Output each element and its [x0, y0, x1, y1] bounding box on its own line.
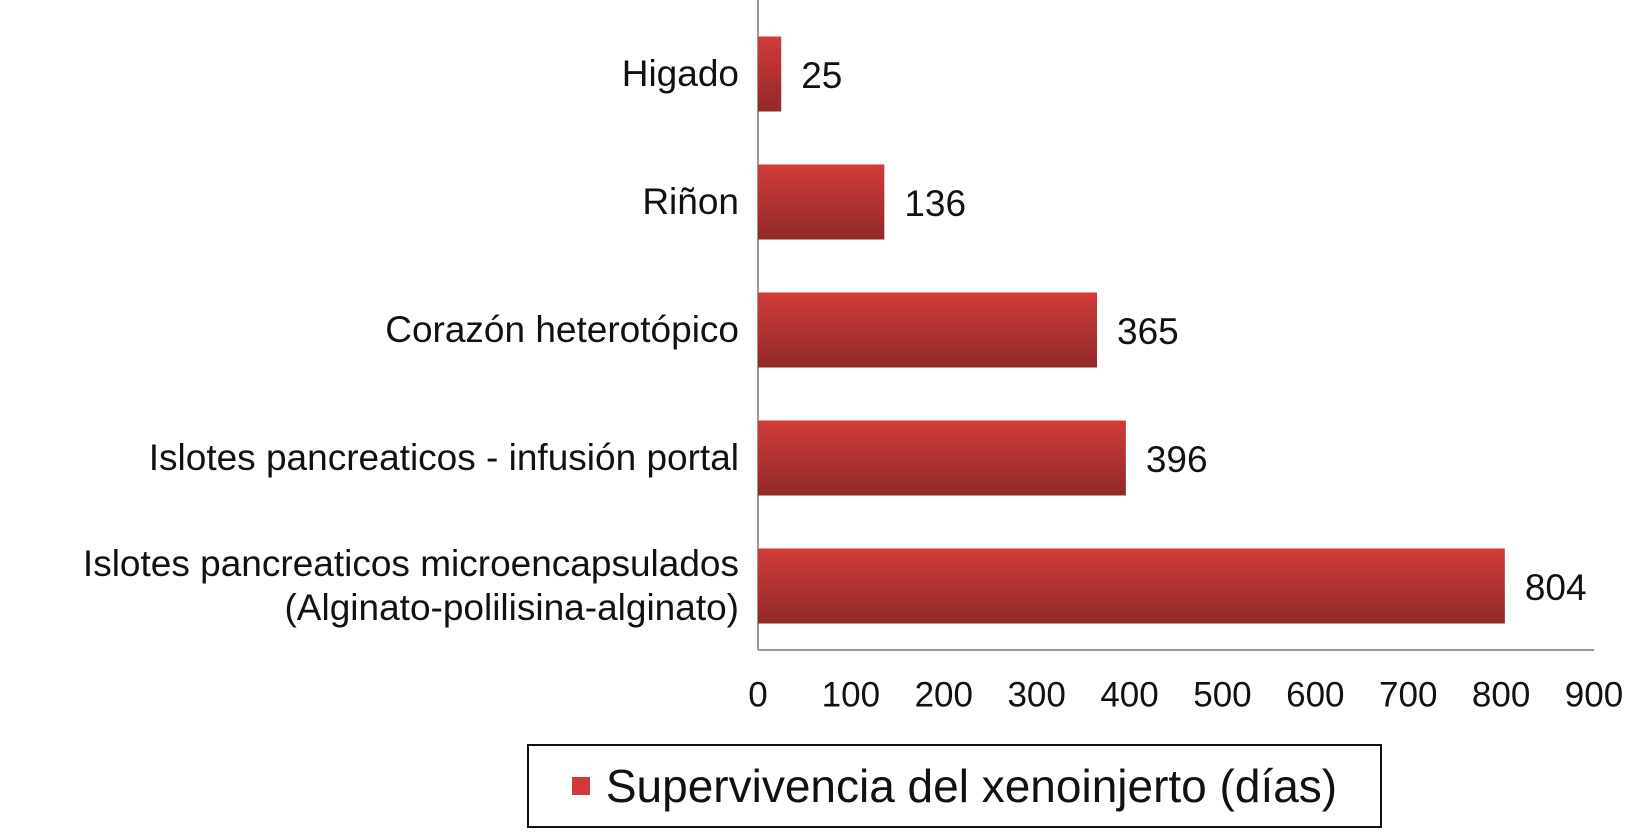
x-tick-label: 100	[822, 675, 880, 714]
x-tick-label: 400	[1100, 675, 1158, 714]
bar	[758, 292, 1098, 368]
value-label: 136	[904, 183, 966, 224]
legend: Supervivencia del xenoinjerto (días)	[527, 744, 1382, 828]
y-tick-label: Higado	[621, 53, 739, 94]
x-tick-label: 500	[1193, 675, 1251, 714]
value-label: 25	[801, 55, 842, 96]
bar	[758, 420, 1126, 496]
value-label: 804	[1525, 567, 1587, 608]
y-tick-label: Islotes pancreaticos microencapsulados (…	[82, 543, 739, 628]
x-tick-label: 0	[748, 675, 767, 714]
x-tick-label: 800	[1472, 675, 1530, 714]
bar	[758, 36, 782, 112]
x-tick-label: 900	[1565, 675, 1623, 714]
y-tick-label: Riñon	[642, 181, 739, 222]
legend-key	[571, 777, 590, 795]
legend-label: Supervivencia del xenoinjerto (días)	[605, 760, 1338, 812]
bar	[758, 548, 1505, 624]
x-tick-label: 200	[915, 675, 973, 714]
x-tick-label: 700	[1379, 675, 1437, 714]
value-label: 365	[1117, 311, 1179, 352]
x-tick-label: 600	[1286, 675, 1344, 714]
y-tick-label: Corazón heterotópico	[385, 309, 739, 350]
value-label: 396	[1146, 439, 1208, 480]
x-tick-label: 300	[1007, 675, 1065, 714]
y-tick-label: Islotes pancreaticos - infusión portal	[148, 437, 739, 478]
bar	[758, 164, 885, 240]
